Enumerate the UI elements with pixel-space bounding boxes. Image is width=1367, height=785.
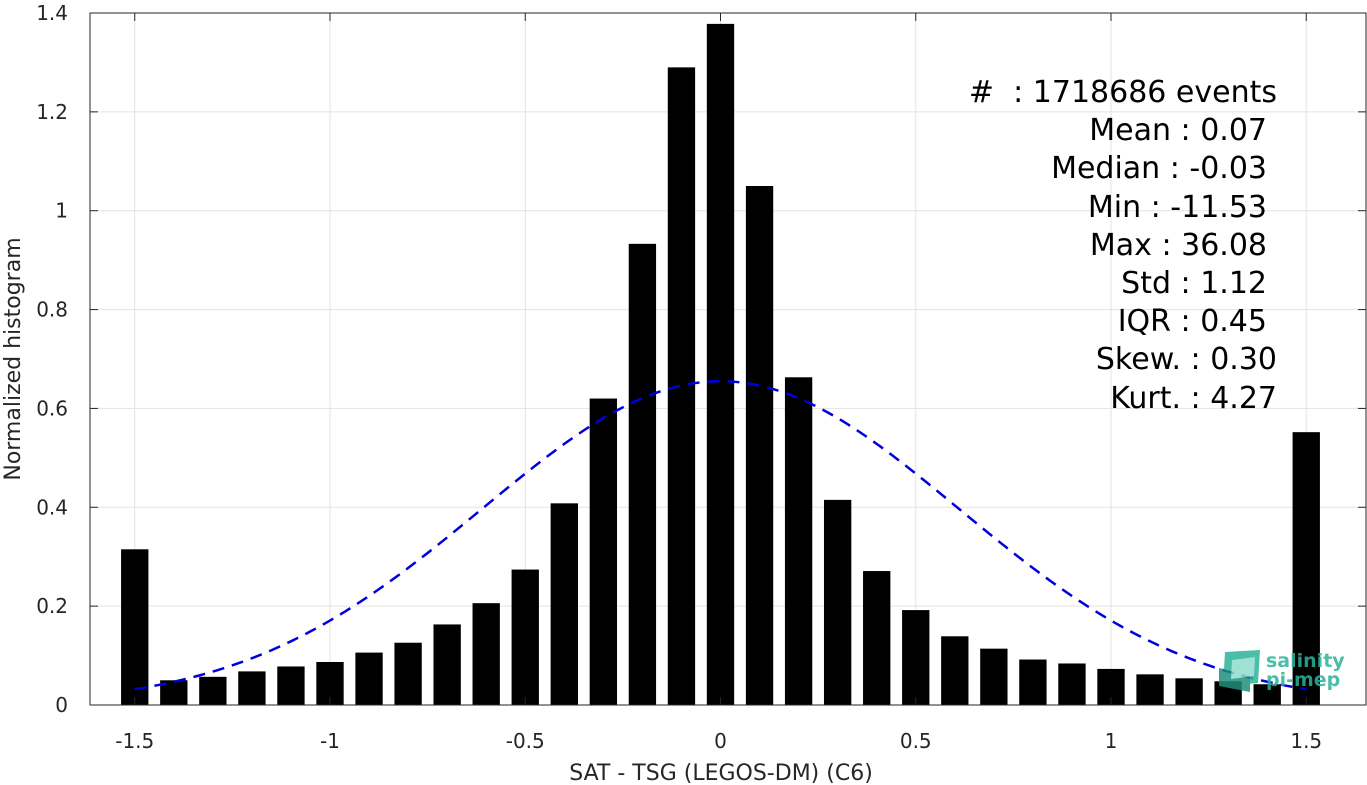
stat-kurt: Kurt. : 4.27 (1110, 381, 1277, 416)
x-tick-label: -1 (320, 729, 340, 753)
axes-frame (89, 12, 1367, 706)
y-tick-label: 1.4 (36, 1, 68, 25)
x-tick-label: 1.5 (1290, 729, 1322, 753)
x-axis-ticks: -1.5 -1 -0.5 0 0.5 1 1.5 (115, 13, 1322, 753)
histogram-bar (628, 243, 657, 705)
x-tick-label: 1 (1105, 729, 1118, 753)
stat-events: # : 1718686 events (969, 75, 1277, 110)
stat-iqr: IQR : 0.45 (1118, 304, 1267, 339)
histogram-bar (394, 642, 422, 705)
histogram-bar (433, 624, 461, 705)
histogram-bar (1175, 678, 1203, 705)
histogram-bar (511, 569, 539, 705)
histogram-bar (550, 503, 578, 705)
logo-text-line2: pi-mep (1266, 669, 1340, 691)
y-tick-label: 0.2 (36, 594, 68, 618)
histogram-bar (823, 499, 852, 705)
histogram-bar (667, 67, 696, 705)
histogram-bar (784, 377, 813, 705)
y-tick-label: 1.2 (36, 100, 68, 124)
histogram-bar (706, 23, 735, 706)
stat-max: Max : 36.08 (1090, 228, 1267, 263)
x-tick-label: -0.5 (506, 729, 545, 753)
histogram-bar (1019, 659, 1047, 705)
y-tick-label: 1 (55, 199, 68, 223)
histogram-bar (277, 666, 305, 705)
x-axis-label: SAT - TSG (LEGOS-DM) (C6) (569, 761, 873, 785)
stats-annotation: # : 1718686 events Mean : 0.07 Median : … (969, 75, 1277, 416)
bars (121, 23, 1320, 706)
logo-text-line1: salinity (1266, 650, 1345, 672)
histogram-bar (941, 636, 969, 705)
histogram-bar (1292, 432, 1320, 705)
stat-median: Median : -0.03 (1051, 151, 1267, 186)
y-tick-label: 0.8 (36, 298, 68, 322)
histogram-bar (238, 671, 266, 705)
histogram-bar (1253, 684, 1281, 705)
histogram-bar (355, 652, 383, 705)
histogram-bar (472, 603, 500, 705)
axes-box (89, 12, 1367, 706)
stat-skew: Skew. : 0.30 (1096, 342, 1277, 377)
x-tick-label: -1.5 (115, 729, 154, 753)
salinity-pimep-logo: salinity pi-mep (1219, 650, 1345, 692)
y-axis-label: Normalized histogram (1, 237, 26, 480)
histogram-bar (199, 676, 227, 705)
y-tick-label: 0.4 (36, 495, 68, 519)
stat-std: Std : 1.12 (1121, 266, 1267, 301)
histogram-bar (589, 398, 618, 705)
x-tick-label: 0 (714, 729, 727, 753)
histogram-bar (902, 610, 930, 705)
histogram-bar (863, 571, 891, 705)
fit-curve (134, 379, 1307, 691)
y-axis-ticks: 0 0.2 0.4 0.6 0.8 1 1.2 1.4 (36, 1, 1366, 717)
histogram-bar (745, 186, 774, 705)
logo-mark-icon (1219, 650, 1260, 692)
histogram-bar (980, 648, 1008, 705)
y-tick-label: 0.6 (36, 396, 68, 420)
histogram-bar (121, 549, 149, 705)
x-tick-label: 0.5 (900, 729, 932, 753)
y-tick-label: 0 (55, 693, 68, 717)
histogram-bar (1136, 674, 1164, 705)
histogram-bar (1058, 663, 1086, 705)
stat-mean: Mean : 0.07 (1089, 113, 1267, 148)
stat-min: Min : -11.53 (1088, 190, 1267, 225)
